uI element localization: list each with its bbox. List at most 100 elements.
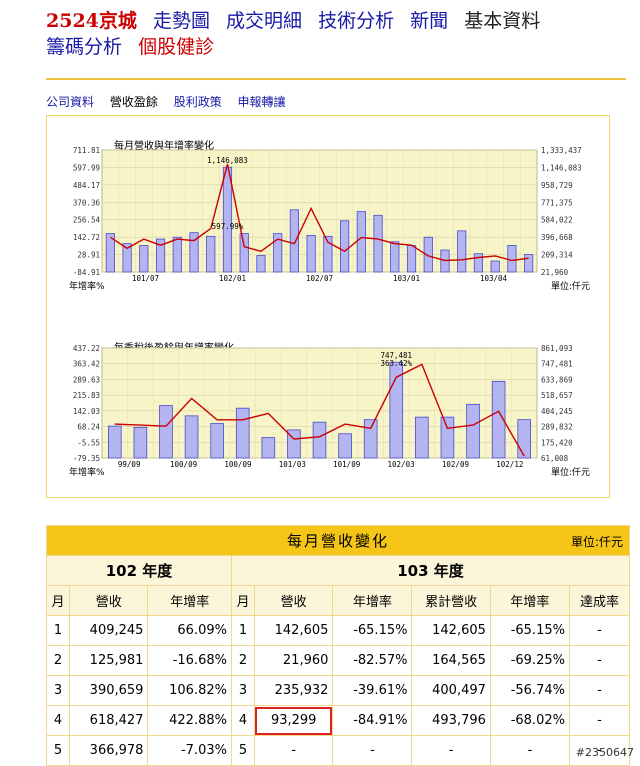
- right-tick-label: 404,245: [541, 407, 573, 416]
- subnav-declared-transfer[interactable]: 申報轉讓: [237, 95, 286, 109]
- table-row: 2 125,981 -16.68% 2 21,960 -82.57% 164,565 -69.…: [46, 645, 631, 676]
- nav-divider: [46, 78, 626, 80]
- revenue-bar: [389, 361, 404, 459]
- table-row: 3 390,659 106.82% 3 235,932 -39.61% 400,497 -56…: [46, 675, 631, 706]
- right-tick-label: 747,481: [541, 360, 573, 369]
- revenue-bar: [133, 426, 148, 459]
- revenue-bar: [189, 232, 199, 273]
- x-axis-label: 101/07: [132, 274, 159, 283]
- table-cell: 3: [46, 675, 70, 706]
- column-header: 年增率: [147, 585, 232, 616]
- table-cell: 142,605: [411, 615, 491, 646]
- table-cell: -82.57%: [332, 645, 413, 676]
- revenue-bar: [105, 233, 115, 273]
- table-cell: -: [332, 735, 413, 766]
- table-cell: -: [568, 705, 631, 736]
- x-axis-label: 102/09: [442, 460, 469, 469]
- table-cell: 366,978: [68, 735, 149, 766]
- table-cell: 3: [230, 675, 255, 706]
- yoy-growth-line: [110, 163, 529, 262]
- right-tick-label: 958,729: [541, 181, 573, 190]
- table-cell: 106.82%: [147, 675, 232, 706]
- revenue-bar: [517, 419, 532, 459]
- left-tick-label: 363.42: [73, 360, 100, 369]
- table-cell: 4: [230, 705, 255, 736]
- column-header: 月: [230, 585, 255, 616]
- stock-name-link[interactable]: 2524京城: [46, 10, 137, 32]
- year-103-header: 103 年度: [230, 555, 631, 586]
- peak-percent-label: 363.42%: [380, 359, 412, 368]
- nav-stock-diagnosis[interactable]: 個股健診: [138, 36, 215, 58]
- revenue-bar: [356, 211, 366, 273]
- left-tick-label: 597.99: [73, 163, 100, 172]
- table-cell: 21,960: [253, 645, 334, 676]
- revenue-bar: [206, 235, 216, 273]
- column-header: 月: [46, 585, 70, 616]
- nav-technical-analysis[interactable]: 技術分析: [318, 10, 395, 32]
- table-cell: 1: [230, 615, 255, 646]
- peak-value-label: 1,146,083: [207, 156, 248, 165]
- right-tick-label: 861,093: [541, 344, 573, 353]
- column-header: 營收: [68, 585, 149, 616]
- table-cell: -: [411, 735, 491, 766]
- table-cell: 164,565: [411, 645, 491, 676]
- nav-basic-info[interactable]: 基本資料: [464, 10, 541, 32]
- left-tick-label: 28.91: [77, 251, 100, 260]
- monthly-revenue-table: 每月營收變化 單位:仟元 102 年度 103 年度 月營收 年增率月營收 年增率累…: [46, 525, 631, 766]
- table-cell: 493,796: [411, 705, 491, 736]
- table-cell: 5: [230, 735, 255, 766]
- revenue-bar: [107, 425, 122, 459]
- subnav-revenue-earnings[interactable]: 營收盈餘: [109, 95, 158, 109]
- revenue-bar: [159, 405, 173, 459]
- revenue-bar: [256, 255, 266, 273]
- left-axis-label: 年增率%: [69, 466, 105, 478]
- table-cell: 235,932: [253, 675, 334, 706]
- charts-svg: 每月營收與年增率變化 711.81 1,333,437 597.99 1,146,083…: [69, 139, 590, 478]
- peak-percent-label: 597.99%: [212, 222, 244, 231]
- left-tick-label: 68.24: [77, 423, 100, 432]
- stock-top-nav: 2524京城 走勢圖 成交明細 技術分析 新聞 基本資料 籌碼分析 個股健診: [46, 8, 626, 60]
- watermark: #2350647: [575, 746, 634, 759]
- table-cell: 1: [46, 615, 70, 646]
- table-title: 每月營收變化: [286, 532, 389, 550]
- left-axis-label: 年增率%: [69, 280, 105, 292]
- right-tick-label: 1,146,083: [541, 163, 582, 172]
- x-axis-label: 100/09: [170, 460, 197, 469]
- revenue-bar: [373, 214, 383, 273]
- table-cell: 2: [230, 645, 255, 676]
- nav-trade-details[interactable]: 成交明細: [226, 10, 303, 32]
- subnav-dividend-policy[interactable]: 股利政策: [173, 95, 222, 109]
- table-cell: -: [568, 675, 631, 706]
- table-unit: 單位:仟元: [570, 535, 623, 549]
- table-cell: -: [568, 615, 631, 646]
- table-cell: 409,245: [68, 615, 149, 646]
- revenue-bar: [306, 235, 316, 273]
- column-header: 累計營收: [411, 585, 491, 616]
- right-axis-label: 單位:仟元: [551, 280, 590, 292]
- table-row: 1 409,245 66.09% 1 142,605 -65.15% 142,605 -65.…: [46, 615, 631, 646]
- revenue-bar: [210, 423, 224, 459]
- revenue-bar: [261, 437, 276, 459]
- nav-trend-chart[interactable]: 走勢圖: [152, 10, 210, 32]
- nav-news[interactable]: 新聞: [410, 10, 449, 32]
- subnav-company-info[interactable]: 公司資料: [46, 95, 95, 109]
- revenue-bar: [287, 429, 301, 459]
- right-tick-label: 633,869: [541, 375, 573, 384]
- right-tick-label: 518,657: [541, 391, 573, 400]
- revenue-bar: [172, 236, 182, 273]
- right-axis-label: 單位:仟元: [551, 466, 590, 478]
- table-cell: -16.68%: [147, 645, 232, 676]
- revenue-bar: [524, 254, 534, 273]
- revenue-bar: [338, 433, 352, 459]
- left-tick-label: -5.55: [77, 438, 100, 447]
- left-tick-label: 142.72: [73, 233, 100, 242]
- revenue-bar: [490, 260, 500, 273]
- left-tick-label: 711.81: [73, 146, 100, 155]
- revenue-bar: [139, 245, 149, 273]
- year-102-header: 102 年度: [46, 555, 232, 586]
- right-tick-label: 396,668: [541, 233, 573, 242]
- sub-nav: 公司資料 營收盈餘 股利政策 申報轉讓: [46, 93, 298, 110]
- right-tick-label: 61,008: [541, 454, 569, 463]
- x-axis-label: 102/01: [219, 274, 246, 283]
- nav-chip-analysis[interactable]: 籌碼分析: [46, 36, 123, 58]
